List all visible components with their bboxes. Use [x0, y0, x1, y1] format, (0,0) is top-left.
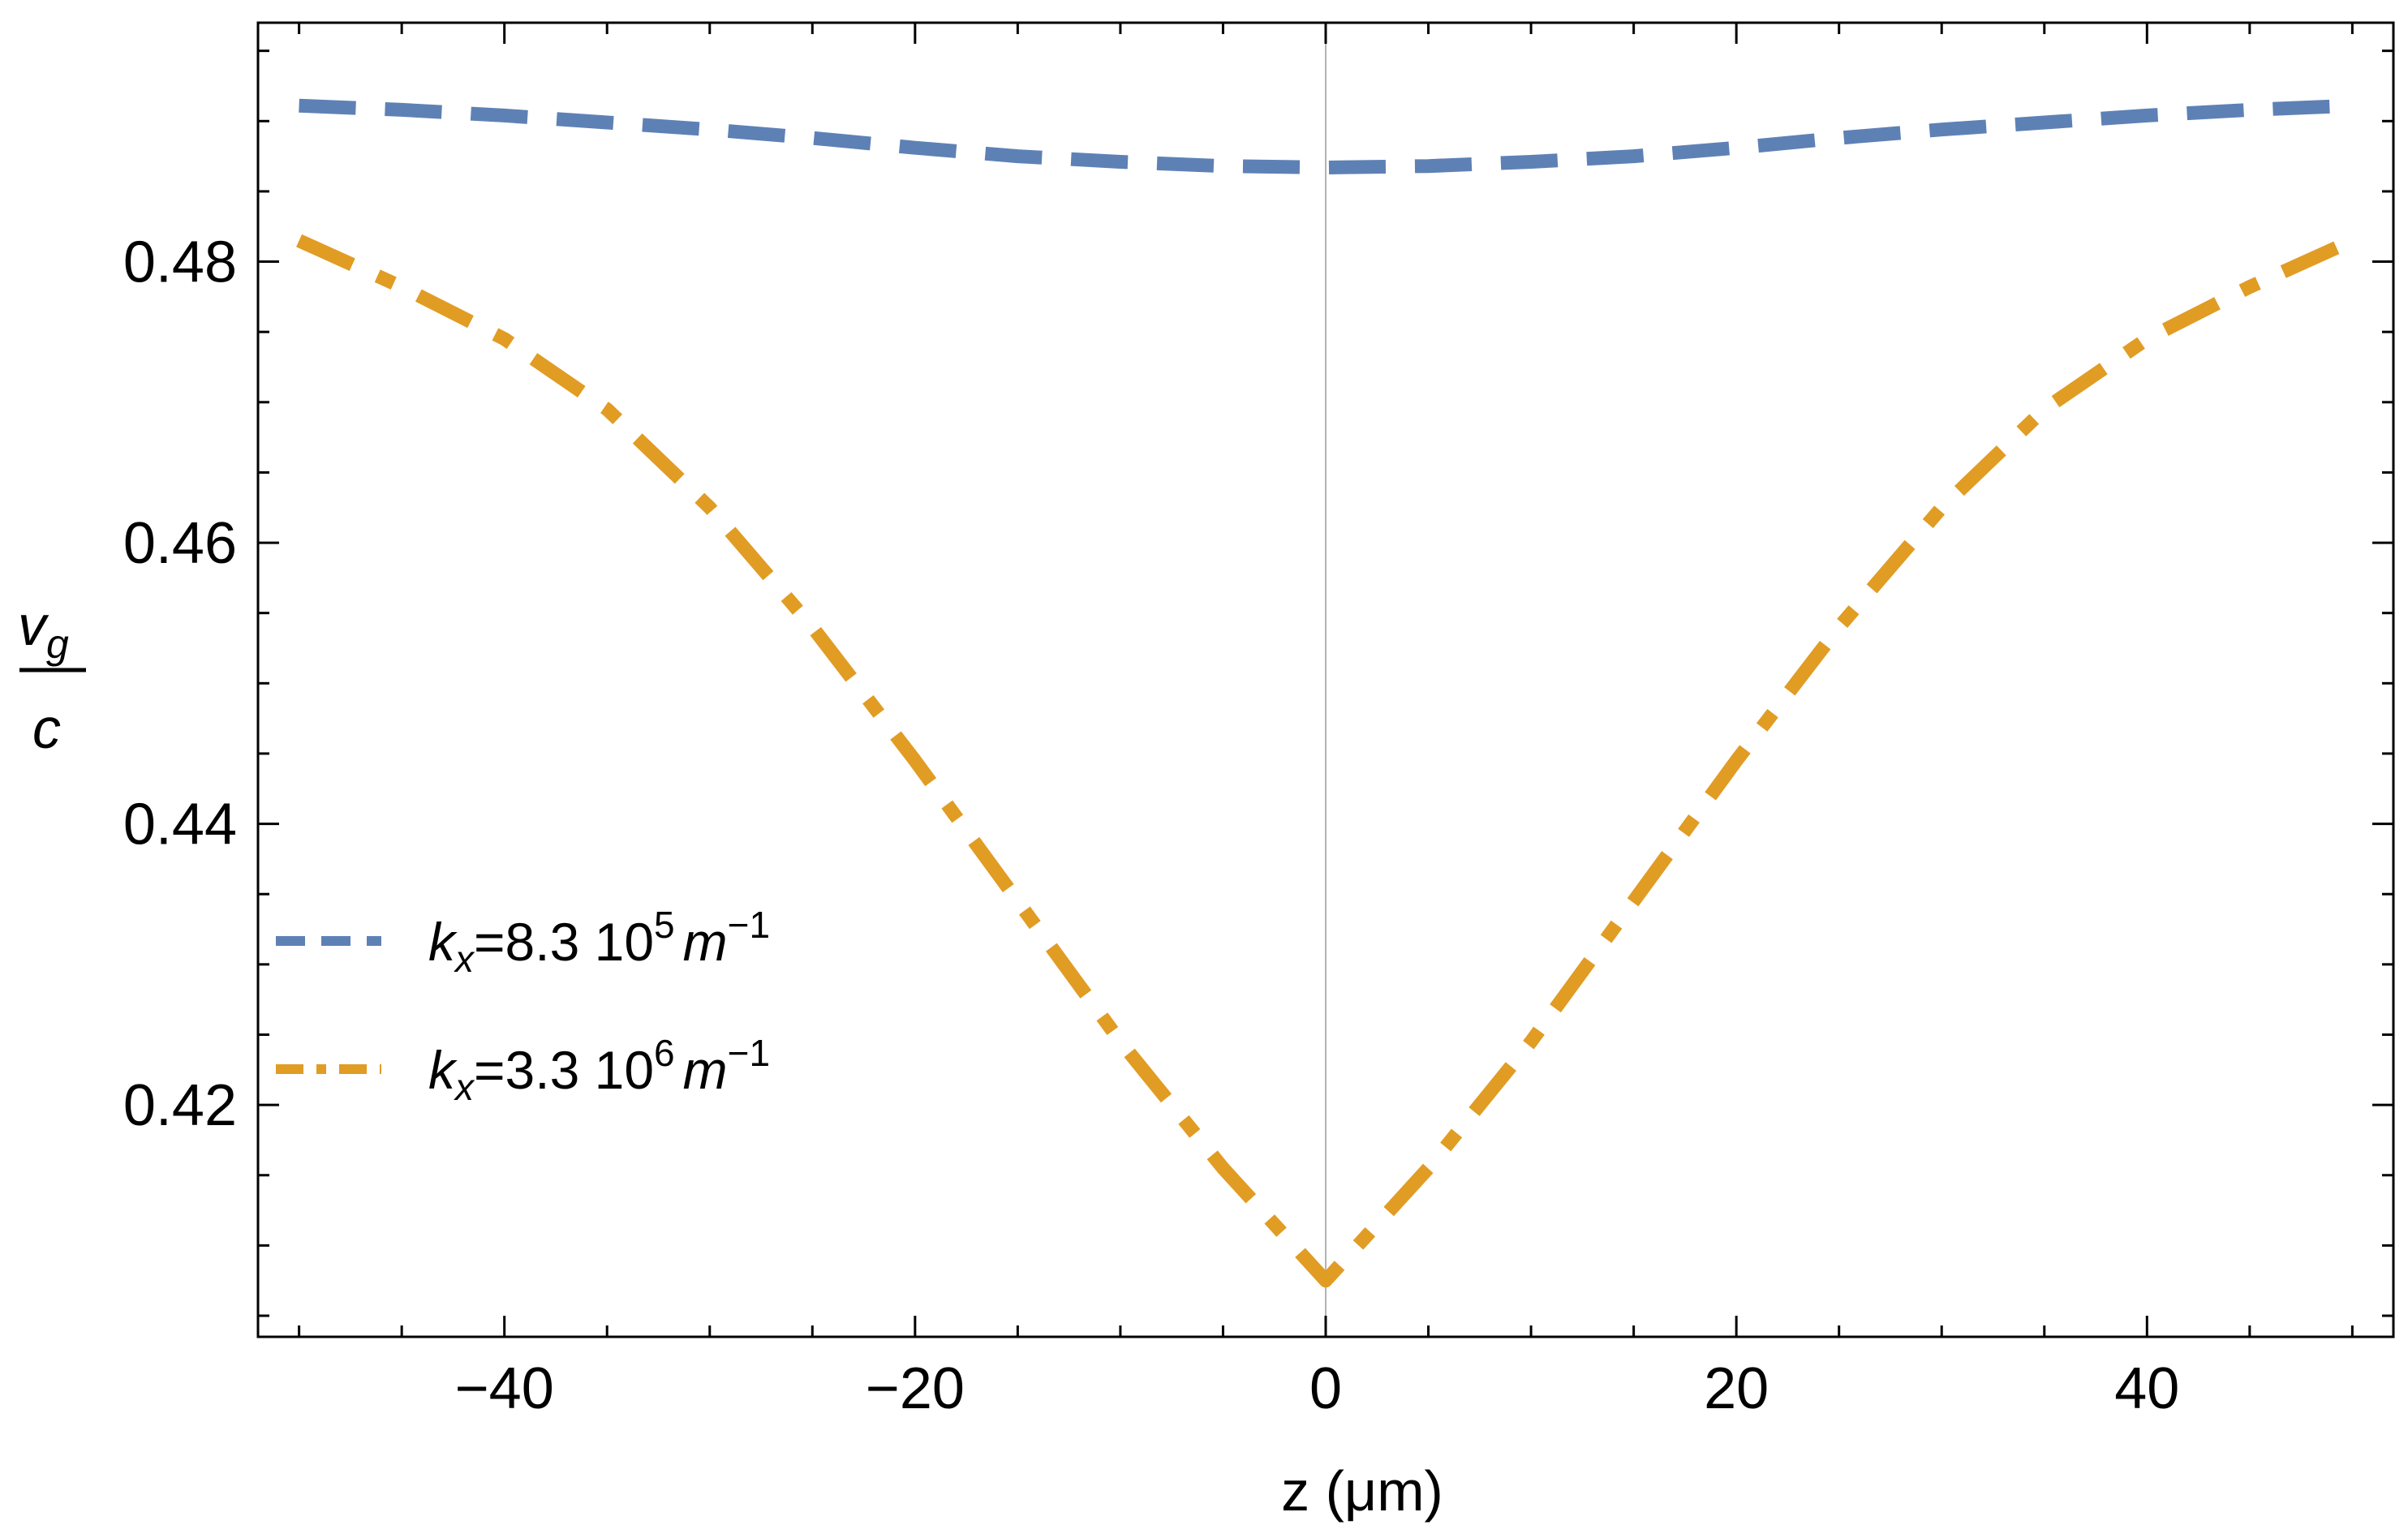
- x-axis-title: z (μm): [1281, 1459, 1443, 1523]
- legend-exponent: 6: [654, 1032, 675, 1074]
- y-tick-label: 0.42: [123, 1073, 237, 1138]
- y-tick-label: 0.46: [123, 511, 237, 576]
- y-axis-numerator-sub: g: [46, 621, 69, 667]
- legend-k: k: [428, 912, 458, 972]
- legend-value: =3.3 10: [474, 1040, 654, 1100]
- x-tick-label: 20: [1704, 1356, 1769, 1421]
- y-tick-label: 0.44: [123, 793, 237, 857]
- legend-unit: m: [683, 912, 728, 972]
- legend-unit-exponent: −1: [728, 904, 770, 946]
- x-tick-label: 0: [1309, 1356, 1342, 1421]
- legend-label-2: kx=3.3 106 m−1: [428, 1032, 770, 1108]
- y-axis-numerator-v: v: [18, 594, 49, 657]
- legend-unit: m: [683, 1040, 728, 1100]
- legend-label-1: kx=8.3 105 m−1: [428, 904, 770, 980]
- legend-k-sub: x: [454, 938, 475, 980]
- y-axis-title-denominator: c: [32, 697, 61, 760]
- x-tick-label: −20: [866, 1356, 965, 1421]
- y-axis-title-numerator: vg: [18, 594, 69, 667]
- legend-unit-exponent: −1: [728, 1032, 770, 1074]
- x-tick-label: −40: [455, 1356, 554, 1421]
- legend-exponent: 5: [654, 904, 675, 946]
- legend-k-sub: x: [454, 1066, 475, 1108]
- legend-k: k: [428, 1040, 458, 1100]
- x-tick-label: 40: [2114, 1356, 2179, 1421]
- y-tick-label: 0.48: [123, 230, 237, 295]
- legend-value: =8.3 10: [474, 912, 654, 972]
- series-line-2: [296, 234, 2355, 1288]
